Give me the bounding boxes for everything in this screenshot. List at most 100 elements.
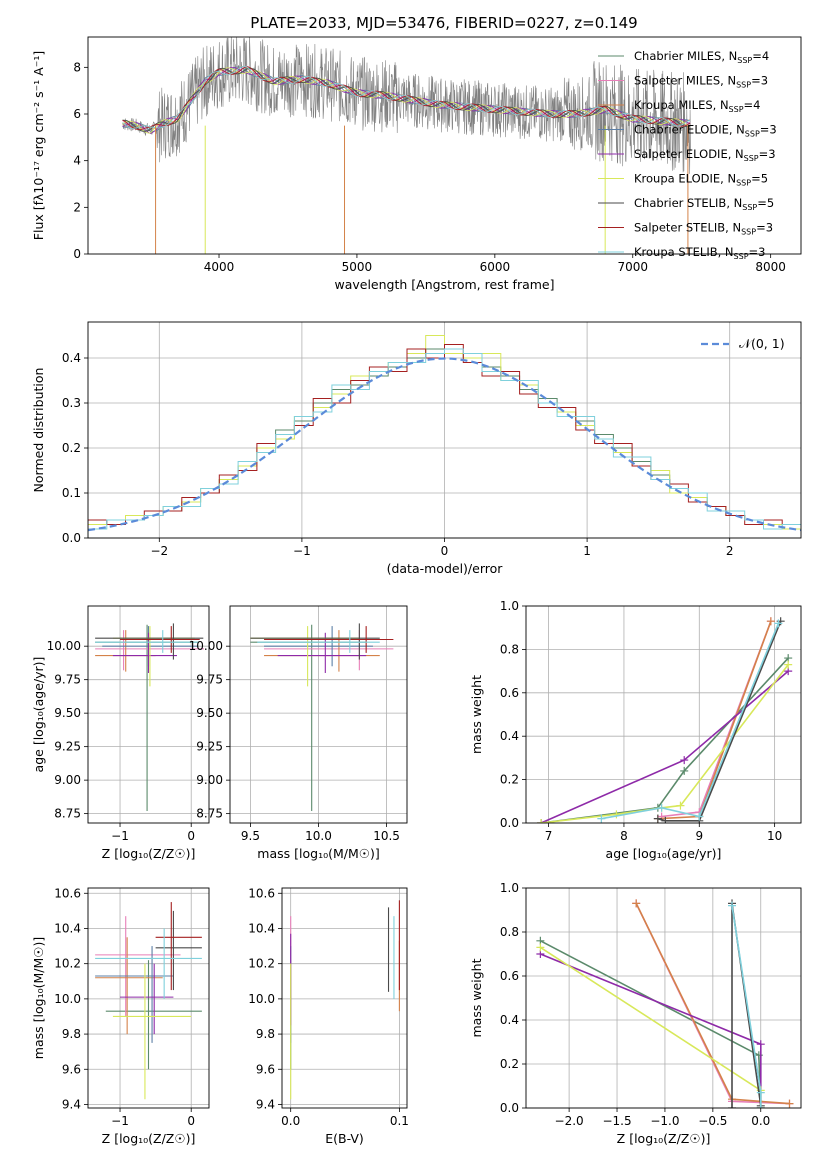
- x-tick-label: 7: [545, 829, 553, 843]
- y-tick-label: 0.2: [62, 441, 81, 455]
- y-tick-label: 10.0: [248, 992, 275, 1006]
- y-tick-label: 9.00: [196, 773, 223, 787]
- point-marker: [536, 943, 545, 952]
- legend-label-name: Salpeter ELODIE, N: [634, 147, 744, 161]
- plot-area: [122, 37, 691, 254]
- histogram-series: [88, 344, 801, 538]
- legend-label: Kroupa STELIB, NSSP=3: [634, 245, 765, 261]
- y-tick-label: 10.0: [54, 992, 81, 1006]
- y-tick-label: 0.4: [500, 729, 519, 743]
- x-tick-label: −1: [111, 829, 129, 843]
- model-spectrum-line: [122, 65, 691, 129]
- legend-label-name: Chabrier MILES, N: [634, 49, 737, 63]
- y-tick-label: 6: [73, 107, 81, 121]
- y-tick-label: 1.0: [500, 881, 519, 895]
- legend-nssp: =5: [757, 196, 774, 210]
- legend-subscript: SSP: [741, 228, 756, 237]
- plot-area: [88, 335, 801, 538]
- legend-label: Kroupa ELODIE, NSSP=5: [634, 172, 768, 188]
- plot-area: [95, 902, 202, 1100]
- y-axis-label: Flux [fλ10⁻¹⁷ erg cm⁻² s⁻¹ A⁻¹]: [31, 51, 46, 240]
- legend-label: Chabrier ELODIE, NSSP=3: [634, 123, 777, 139]
- x-tick-label: 1: [583, 544, 591, 558]
- y-tick-label: 0.6: [500, 686, 519, 700]
- x-tick-label: 10.5: [373, 829, 400, 843]
- x-tick-label: −1: [293, 544, 311, 558]
- legend-nssp: =3: [749, 245, 766, 259]
- plot-area: [290, 900, 400, 1100]
- x-tick-label: 0: [187, 829, 195, 843]
- legend-subscript: SSP: [729, 105, 744, 114]
- x-tick-label: 10.0: [305, 829, 332, 843]
- y-axis-label: mass weight: [469, 958, 484, 1037]
- legend-label: Chabrier MILES, NSSP=4: [634, 49, 769, 65]
- legend-label-name: Kroupa ELODIE, N: [634, 172, 736, 186]
- point-marker: [756, 1088, 765, 1097]
- point-marker: [756, 1040, 765, 1049]
- point-marker: [680, 756, 689, 765]
- x-tick-label: −1.0: [650, 1114, 679, 1128]
- x-tick-label: 10: [767, 829, 782, 843]
- y-tick-label: 9.4: [62, 1097, 81, 1111]
- legend-label: Kroupa MILES, NSSP=4: [634, 98, 760, 114]
- legend-subscript: SSP: [742, 203, 757, 212]
- axes-frame: [87, 36, 802, 255]
- y-tick-label: 0.1: [62, 486, 81, 500]
- mass-vs-extinction-panel: 0.0 0.1 9.4 9.6 9.8 10.0 10.2 10.4 10.6 E(B-V): [248, 886, 409, 1146]
- y-tick-label: 9.50: [54, 706, 81, 720]
- x-tick-label: −2.0: [555, 1114, 584, 1128]
- y-tick-label: 0.8: [500, 642, 519, 656]
- point-marker: [784, 660, 793, 669]
- point-marker: [537, 819, 546, 823]
- axes-frame: [525, 605, 802, 824]
- x-tick-label: 6000: [480, 260, 511, 274]
- y-tick-label: 10.6: [54, 886, 81, 900]
- y-tick-label: 1.0: [500, 599, 519, 613]
- y-tick-label: 9.8: [256, 1027, 275, 1041]
- y-tick-label: 10.4: [54, 921, 81, 935]
- plot-area: [537, 617, 793, 823]
- plot-area: [250, 623, 394, 811]
- legend-label: Salpeter MILES, NSSP=3: [634, 74, 768, 90]
- legend-subscript: SSP: [737, 56, 752, 65]
- x-tick-label: 0.0: [281, 1114, 300, 1128]
- legend-nssp: =3: [759, 147, 776, 161]
- x-tick-label: 2: [726, 544, 734, 558]
- point-marker: [661, 816, 670, 823]
- x-tick-label: 8000: [755, 260, 786, 274]
- legend-label-name: Chabrier STELIB, N: [634, 196, 742, 210]
- residuals-panel: −2 −1 0 1 2 0.0 0.1 0.2 0.3 0.4 (data-model)/error…: [31, 321, 802, 576]
- y-tick-label: 9.4: [256, 1097, 275, 1111]
- point-marker: [774, 619, 783, 628]
- point-marker: [766, 617, 775, 626]
- series-line: [601, 623, 780, 820]
- x-tick-label: 0: [187, 1114, 195, 1128]
- y-tick-label: 9.8: [62, 1027, 81, 1041]
- y-tick-label: 10.6: [248, 886, 275, 900]
- legend-label-name: Salpeter MILES, N: [634, 74, 736, 88]
- x-tick-label: −1.5: [602, 1114, 631, 1128]
- legend-label: Chabrier STELIB, NSSP=5: [634, 196, 774, 212]
- legend-label-name: Kroupa STELIB, N: [634, 245, 734, 259]
- legend-label-name: Kroupa MILES, N: [634, 98, 729, 112]
- mass-vs-metallicity-panel: −1 0 9.4 9.6 9.8 10.0 10.2 10.4 10.6 Z [log₁₀(Z/Z…: [31, 886, 210, 1146]
- mass-weight-vs-age-panel: 7 8 9 10 0.0 0.2 0.4 0.6 0.8 1.0 age [log₁₀(age/yr…: [469, 599, 802, 861]
- axes-frame: [87, 887, 210, 1109]
- legend-nssp: =3: [751, 74, 768, 88]
- figure-title: PLATE=2033, MJD=53476, FIBERID=0227, z=0…: [250, 14, 637, 32]
- y-tick-label: 0.0: [500, 816, 519, 830]
- y-tick-label: 10.4: [248, 921, 275, 935]
- x-tick-label: 7000: [617, 260, 648, 274]
- legend-nssp: =3: [756, 221, 773, 235]
- x-tick-label: 9.5: [241, 829, 260, 843]
- y-tick-label: 10.2: [248, 957, 275, 971]
- point-marker: [695, 812, 704, 821]
- plot-area: [95, 623, 205, 811]
- y-axis-label: Normed distribution: [31, 368, 46, 493]
- y-tick-label: 10.00: [189, 639, 223, 653]
- x-axis-label: Z [log₁₀(Z/Z☉)]: [617, 1131, 711, 1146]
- y-tick-label: 0.2: [500, 1057, 519, 1071]
- y-tick-label: 10.2: [54, 957, 81, 971]
- y-tick-label: 0.6: [500, 969, 519, 983]
